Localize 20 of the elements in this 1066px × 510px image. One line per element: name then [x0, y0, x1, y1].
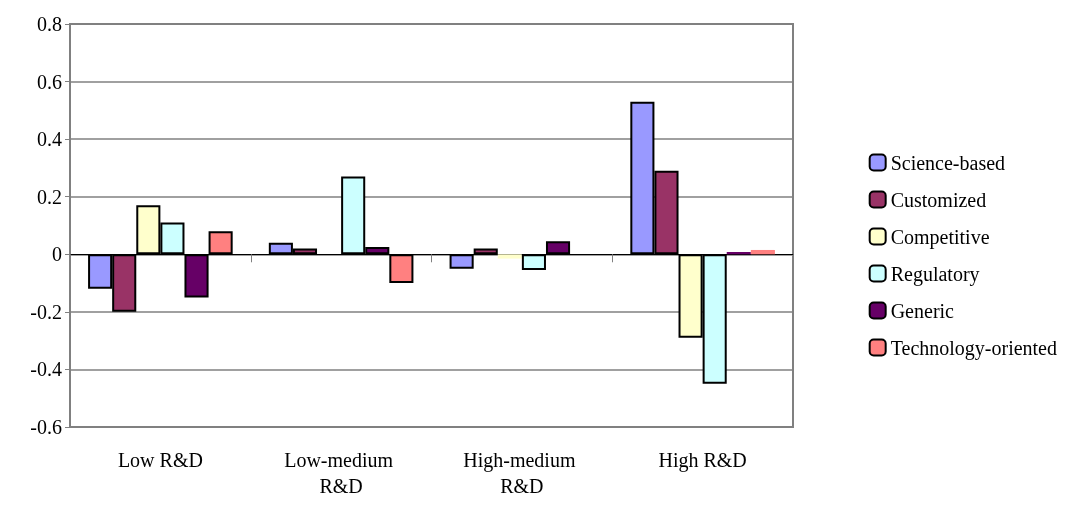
y-tick-label: 0.2 [37, 185, 62, 208]
legend-label: Science-based [890, 151, 1006, 174]
x-tick-label: High-medium R&D [463, 449, 581, 497]
y-tick-label: 0.4 [37, 128, 62, 151]
bar [497, 254, 522, 259]
y-tick-label: 0.6 [37, 70, 62, 93]
y-tick-label: -0.4 [30, 358, 62, 381]
legend-label: Competitive [890, 225, 990, 249]
bar [750, 249, 775, 255]
x-tick-label: Low-medium R&D [284, 449, 399, 497]
y-tick-label: 0.8 [37, 13, 62, 35]
y-tick-label: 0 [52, 243, 62, 266]
y-tick-label: -0.6 [30, 416, 62, 438]
legend-label: Technology-oriented [890, 336, 1058, 360]
x-tick-label: High R&D [658, 449, 747, 472]
y-tick-label: -0.2 [30, 300, 62, 323]
legend-label: Regulatory [890, 262, 980, 286]
x-tick-label: Low R&D [117, 449, 203, 471]
legend-label: Generic [890, 299, 955, 322]
legend-label: Customized [890, 188, 987, 211]
